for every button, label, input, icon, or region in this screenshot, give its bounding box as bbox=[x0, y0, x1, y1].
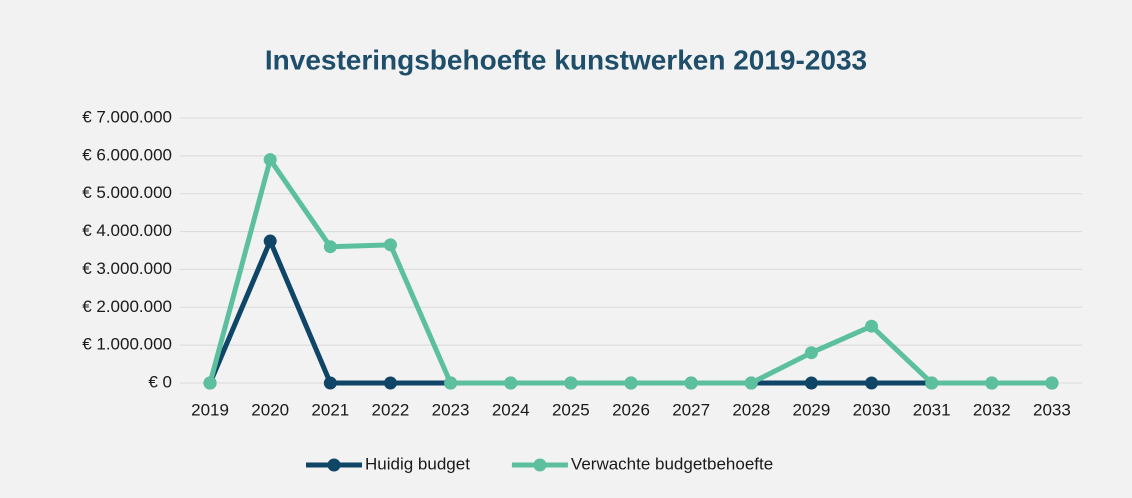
x-tick-label: 2033 bbox=[1033, 400, 1071, 419]
legend-label: Huidig budget bbox=[365, 454, 470, 473]
data-point bbox=[504, 376, 518, 390]
y-tick-label: € 7.000.000 bbox=[82, 107, 172, 126]
x-tick-label: 2027 bbox=[672, 400, 710, 419]
y-tick-label: € 0 bbox=[148, 372, 172, 391]
data-point bbox=[865, 319, 879, 333]
x-tick-label: 2020 bbox=[251, 400, 289, 419]
chart-title: Investeringsbehoefte kunstwerken 2019-20… bbox=[265, 44, 867, 75]
y-tick-label: € 2.000.000 bbox=[82, 297, 172, 316]
x-tick-label: 2030 bbox=[853, 400, 891, 419]
x-tick-label: 2024 bbox=[492, 400, 530, 419]
data-point bbox=[323, 376, 337, 390]
data-point bbox=[985, 376, 999, 390]
x-tick-label: 2025 bbox=[552, 400, 590, 419]
x-tick-label: 2032 bbox=[973, 400, 1011, 419]
x-tick-label: 2023 bbox=[432, 400, 470, 419]
data-point bbox=[804, 346, 818, 360]
y-tick-label: € 6.000.000 bbox=[82, 145, 172, 164]
x-tick-label: 2026 bbox=[612, 400, 650, 419]
data-point bbox=[865, 376, 879, 390]
data-point bbox=[383, 376, 397, 390]
x-tick-label: 2022 bbox=[372, 400, 410, 419]
x-tick-label: 2021 bbox=[311, 400, 349, 419]
data-point bbox=[925, 376, 939, 390]
y-tick-label: € 3.000.000 bbox=[82, 259, 172, 278]
legend-marker bbox=[327, 458, 341, 472]
y-tick-label: € 1.000.000 bbox=[82, 335, 172, 354]
data-point bbox=[263, 153, 277, 167]
x-tick-label: 2028 bbox=[732, 400, 770, 419]
data-point bbox=[444, 376, 458, 390]
y-tick-label: € 4.000.000 bbox=[82, 221, 172, 240]
data-point bbox=[203, 376, 217, 390]
data-point bbox=[624, 376, 638, 390]
data-point bbox=[1045, 376, 1059, 390]
x-tick-label: 2019 bbox=[191, 400, 229, 419]
data-point bbox=[383, 238, 397, 252]
data-point bbox=[263, 234, 277, 248]
y-tick-label: € 5.000.000 bbox=[82, 183, 172, 202]
x-tick-label: 2029 bbox=[792, 400, 830, 419]
data-point bbox=[804, 376, 818, 390]
x-tick-label: 2031 bbox=[913, 400, 951, 419]
data-point bbox=[684, 376, 698, 390]
data-point bbox=[564, 376, 578, 390]
data-point bbox=[744, 376, 758, 390]
legend-marker bbox=[533, 458, 547, 472]
data-point bbox=[323, 240, 337, 254]
legend-label: Verwachte budgetbehoefte bbox=[571, 454, 773, 473]
